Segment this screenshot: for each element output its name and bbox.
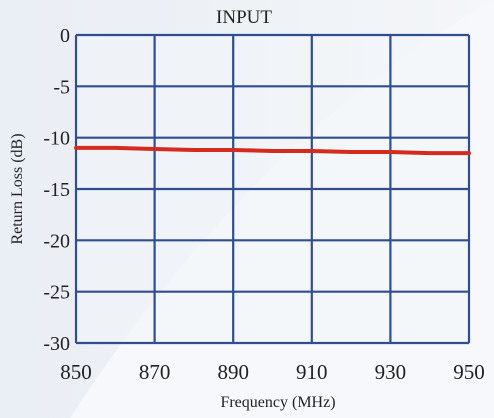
y-tick-label: -15	[43, 179, 70, 201]
x-tick-label: 890	[217, 360, 249, 384]
y-tick-label: -5	[53, 76, 70, 98]
series-layer	[74, 145, 471, 156]
y-tick-label: -10	[43, 128, 70, 150]
y-tick-label: 0	[60, 25, 70, 47]
y-tick-label: -20	[43, 230, 70, 252]
y-tick-label: -25	[43, 282, 70, 304]
x-tick-label: 850	[60, 360, 92, 384]
x-tick-label: 950	[453, 360, 485, 384]
y-tick-label: -30	[43, 333, 70, 355]
x-axis-label: Frequency (MHz)	[220, 394, 335, 411]
x-tick-label: 930	[375, 360, 407, 384]
y-axis-label: Return Loss (dB)	[9, 133, 26, 244]
x-tick-labels: 850 870 890 910 930 950	[60, 360, 485, 384]
x-tick-label: 870	[139, 360, 171, 384]
horizontal-grid	[76, 33, 469, 345]
y-tick-labels: 0 -5 -10 -15 -20 -25 -30	[43, 25, 70, 355]
x-tick-label: 910	[296, 360, 328, 384]
chart-title: INPUT	[216, 7, 272, 28]
